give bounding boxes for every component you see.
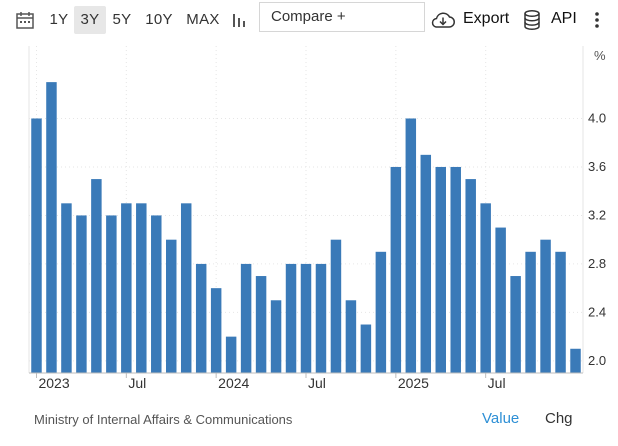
bar [420, 154, 432, 373]
bar [76, 215, 87, 373]
bar [300, 263, 312, 373]
bar [285, 263, 297, 373]
bar [450, 166, 461, 373]
bar [270, 300, 282, 373]
bar [360, 324, 372, 373]
bar [525, 251, 536, 373]
bar-chart-type-icon[interactable] [229, 9, 251, 31]
bar [570, 348, 581, 373]
value-mode-toggle[interactable]: Value [482, 410, 520, 427]
database-icon[interactable] [521, 8, 543, 32]
change-mode-toggle[interactable]: Chg [545, 410, 573, 427]
bar [330, 239, 342, 373]
calendar-icon[interactable] [14, 9, 36, 31]
bar [61, 203, 72, 373]
bar [31, 118, 42, 373]
bar [540, 239, 551, 373]
x-tick-label: 2025 [398, 375, 429, 391]
chart-toolbar: 1Y 3Y 5Y 10Y MAX Compare + Export API [0, 0, 618, 40]
range-max-button[interactable]: MAX [186, 11, 220, 28]
y-tick-label: 3.2 [588, 207, 606, 222]
range-3y-button[interactable]: 3Y [74, 6, 106, 34]
x-tick-label: 2023 [38, 375, 69, 391]
more-vertical-icon[interactable] [590, 9, 604, 31]
bar [91, 179, 102, 373]
bar [225, 336, 237, 373]
bar [495, 227, 506, 373]
bar [390, 166, 402, 373]
y-tick-label: 3.6 [588, 159, 606, 174]
data-source-label: Ministry of Internal Affairs & Communica… [34, 412, 293, 427]
bar [121, 203, 132, 373]
bar [435, 166, 446, 373]
x-tick-label: 2024 [218, 375, 249, 391]
y-tick-label: 2.4 [588, 304, 606, 319]
bar [315, 263, 327, 373]
bar [465, 179, 476, 373]
compare-button[interactable]: Compare + [259, 2, 425, 32]
bar [166, 239, 177, 373]
y-tick-label: 2.8 [588, 256, 606, 271]
bar-chart: 2.0 2.4 2.8 3.2 3.6 4.0 2023 Jul 2024 Jul 2025 Jul [28, 46, 606, 391]
range-5y-button[interactable]: 5Y [112, 11, 132, 28]
x-tick-label: Jul [488, 375, 506, 391]
bar [136, 203, 147, 373]
x-tick-label: Jul [128, 375, 146, 391]
y-tick-label: 2.0 [588, 353, 606, 368]
bar [480, 203, 491, 373]
bar [255, 276, 267, 373]
bar [345, 300, 357, 373]
y-tick-label: 4.0 [588, 110, 606, 125]
range-1y-button[interactable]: 1Y [49, 11, 69, 28]
api-button[interactable]: API [551, 10, 577, 27]
bar [151, 215, 162, 373]
export-button[interactable]: Export [463, 10, 510, 27]
bar [106, 215, 117, 373]
bar [405, 118, 417, 373]
bar [210, 288, 222, 373]
x-tick-label: Jul [308, 375, 326, 391]
bar [375, 251, 387, 373]
range-10y-button[interactable]: 10Y [145, 11, 173, 28]
bar [555, 251, 566, 373]
bar [240, 263, 252, 373]
bar [510, 276, 521, 373]
cloud-download-icon[interactable] [430, 9, 456, 31]
bar [195, 263, 207, 373]
bar [180, 203, 192, 373]
y-axis-unit-label: % [594, 48, 606, 63]
bar [46, 82, 57, 374]
